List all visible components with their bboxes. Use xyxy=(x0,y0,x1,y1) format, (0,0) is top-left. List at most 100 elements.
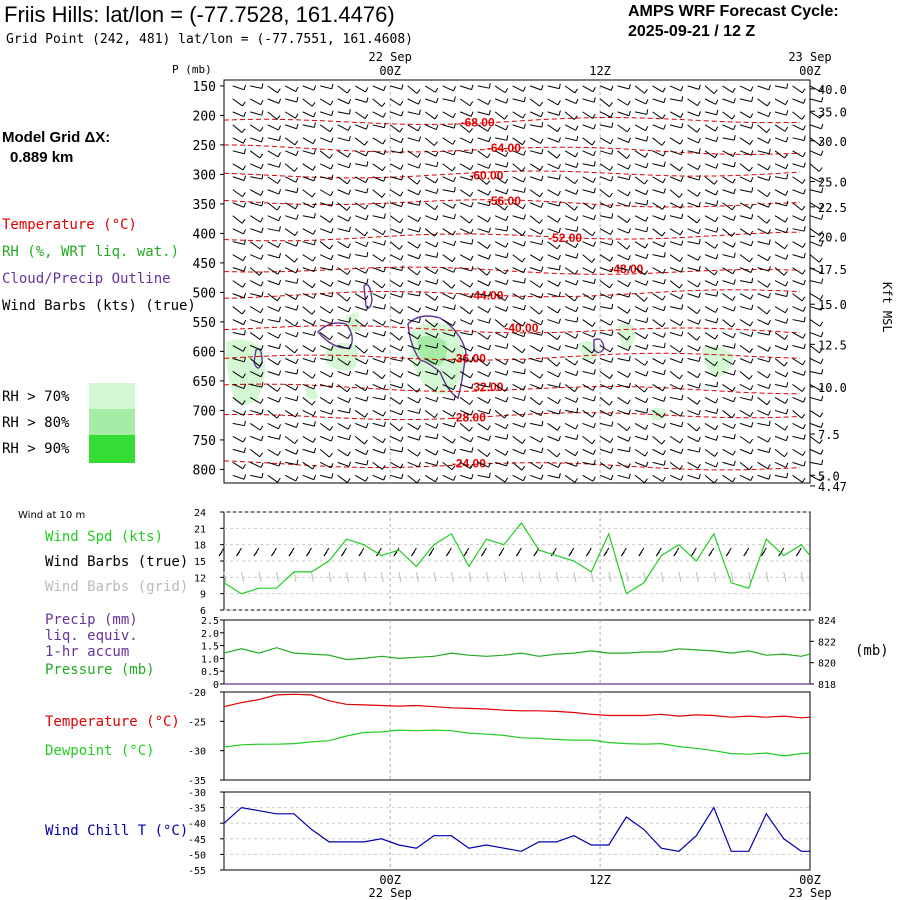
wind-barb xyxy=(494,150,506,158)
wind-barb-flag xyxy=(523,422,526,428)
surface-wind-barb-grid xyxy=(608,571,612,583)
wind-barb xyxy=(739,254,750,263)
temperature-line xyxy=(223,693,811,719)
wind-barb xyxy=(652,215,664,221)
wind-barb xyxy=(337,409,350,414)
wind-barb xyxy=(459,137,472,144)
wind-barb-flag xyxy=(278,189,282,195)
wind-barb xyxy=(704,176,715,185)
wind-barb-flag xyxy=(277,424,282,430)
wind-barb-flag xyxy=(296,123,299,129)
wind-barb xyxy=(249,422,261,431)
wind-barb-flag xyxy=(646,136,649,142)
wind-barb xyxy=(687,150,700,154)
wind-barb xyxy=(582,150,594,157)
wind-barb xyxy=(407,306,419,313)
wind-barb-flag xyxy=(783,361,788,367)
wind-barb-flag xyxy=(347,360,351,366)
wind-barb xyxy=(302,474,315,481)
wind-barb xyxy=(319,306,331,314)
wind-barb-flag xyxy=(626,335,631,341)
wind-barb xyxy=(424,137,435,146)
wind-barb xyxy=(407,267,418,276)
wind-barb xyxy=(617,150,628,159)
wind-barb xyxy=(669,280,680,289)
wind-barb-flag xyxy=(453,304,456,310)
wind-barb-flag xyxy=(714,452,718,457)
wind-barb xyxy=(722,461,735,467)
wind-barb xyxy=(774,98,786,106)
wind-barb xyxy=(460,448,472,453)
wind-barb xyxy=(704,435,717,441)
wind-barb-flag xyxy=(681,394,684,401)
wind-barb-flag xyxy=(418,290,421,296)
wind-barb-flag xyxy=(608,400,613,406)
model-grid-label: Model Grid ΔX: xyxy=(2,129,111,146)
wind-barb xyxy=(442,150,455,156)
wind-barb xyxy=(284,345,295,354)
wind-barb xyxy=(704,254,717,260)
wind-barb xyxy=(459,435,472,443)
wind-barb-flag xyxy=(678,193,683,198)
wind-barb-flag xyxy=(522,476,526,481)
wind-barb-flag xyxy=(522,321,526,327)
wind-barb xyxy=(389,397,401,405)
wind-barb-flag xyxy=(733,135,736,141)
wind-barb-flag xyxy=(820,268,824,274)
wind-barb xyxy=(669,241,682,246)
temperature-contour xyxy=(223,289,801,299)
wind-barb-flag xyxy=(471,383,474,389)
wind-barb xyxy=(267,98,280,104)
wind-barb-flag xyxy=(277,450,281,456)
wind-barb-flag xyxy=(556,335,561,340)
wind-barb-flag xyxy=(401,201,404,207)
wind-barb-flag xyxy=(503,323,508,328)
wind-barb xyxy=(617,345,629,352)
wind-barb-flag xyxy=(715,462,719,468)
wind-barb xyxy=(232,319,244,326)
wind-barb xyxy=(739,332,752,337)
wind-barb-flag xyxy=(663,161,666,167)
wind-barb-flag xyxy=(611,330,614,336)
wind-barb-flag xyxy=(504,178,509,184)
wind-barb xyxy=(249,267,260,276)
wind-barb-flag xyxy=(609,464,614,470)
wind-barb-flag xyxy=(331,473,334,479)
wind-barb-flag xyxy=(330,254,334,260)
wind-barb xyxy=(757,358,770,363)
wind-barb-flag xyxy=(401,292,404,298)
wind-barb-flag xyxy=(767,138,771,144)
wind-barb xyxy=(617,423,628,432)
wind-barb-flag xyxy=(732,151,736,157)
wind-barb-flag xyxy=(803,343,806,349)
wind-barb xyxy=(599,241,612,246)
wind-barb xyxy=(389,409,402,416)
wind-barb xyxy=(669,85,682,92)
wind-barb-flag xyxy=(663,332,666,338)
wind-barb-flag xyxy=(803,370,806,376)
surface-wind-barb-flag xyxy=(288,551,293,557)
wind-barb-flag xyxy=(783,271,788,276)
wind-barb xyxy=(512,137,523,146)
wind-barb xyxy=(495,345,507,349)
wind-barb-flag xyxy=(715,163,719,169)
wind-barb xyxy=(512,396,525,402)
wind-barb-flag xyxy=(259,271,263,276)
wind-barb xyxy=(704,241,716,249)
wind-barb xyxy=(477,202,490,207)
wind-barb xyxy=(442,189,455,193)
wind-barb-flag xyxy=(418,109,421,115)
wind-barb xyxy=(564,396,577,403)
wind-barb-flag xyxy=(733,343,736,349)
wind-barb xyxy=(704,358,715,367)
wind-barb-flag xyxy=(347,333,351,339)
wind-barb xyxy=(232,461,244,470)
wind-barb xyxy=(529,409,542,416)
wind-barb xyxy=(302,254,314,262)
wind-barb-flag xyxy=(558,227,561,233)
wind-barb xyxy=(599,448,612,454)
wind-barb xyxy=(494,85,506,94)
wind-barb-flag xyxy=(715,254,719,260)
wind-barb xyxy=(372,371,383,380)
wind-barb-flag xyxy=(401,174,404,180)
